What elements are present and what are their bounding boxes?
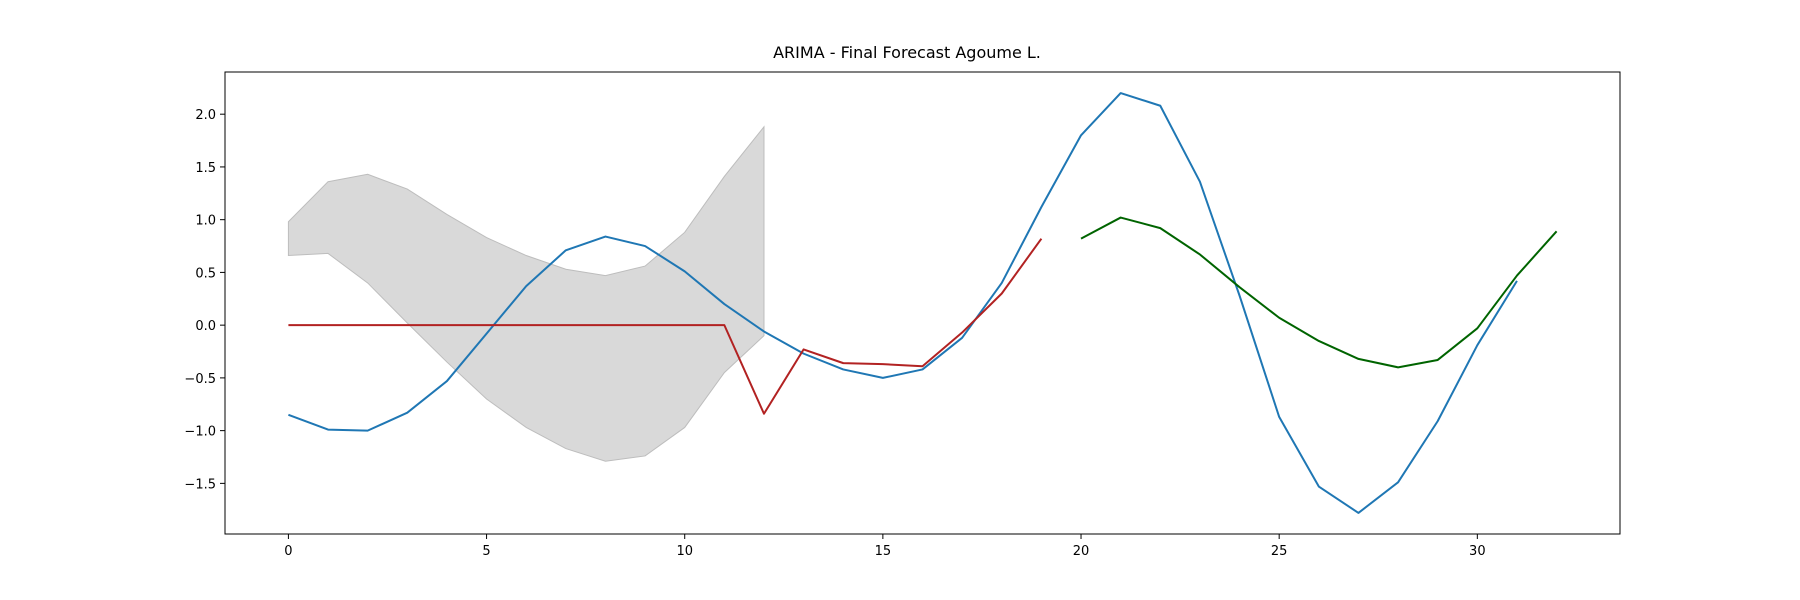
y-tick-label: −0.5 bbox=[184, 372, 216, 387]
x-tick-label: 0 bbox=[284, 544, 292, 559]
x-tick-label: 30 bbox=[1469, 544, 1486, 559]
plot-frame bbox=[224, 71, 1621, 535]
x-tick-label: 5 bbox=[482, 544, 490, 559]
y-tick-label: 0.0 bbox=[195, 319, 216, 334]
plot-area bbox=[287, 92, 1558, 514]
y-tick-label: 0.5 bbox=[195, 266, 216, 281]
y-tick-label: −1.5 bbox=[184, 477, 216, 492]
x-tick-label: 25 bbox=[1271, 544, 1288, 559]
y-tick-label: 2.0 bbox=[195, 108, 216, 123]
series-line-3 bbox=[1080, 216, 1558, 369]
x-tick-label: 10 bbox=[676, 544, 693, 559]
y-tick-label: 1.0 bbox=[195, 214, 216, 229]
axes: 0 5 10 15 20 25 30 −1.5 −1.0 −0.5 0.0 0.5 1.0 1.5 2.0 bbox=[184, 71, 1621, 559]
x-tick-label: 15 bbox=[875, 544, 892, 559]
x-tick-label: 20 bbox=[1073, 544, 1090, 559]
series-line-2 bbox=[288, 238, 1043, 415]
chart-title: ARIMA - Final Forecast Agoume L. bbox=[773, 43, 1041, 62]
y-tick-label: 1.5 bbox=[195, 161, 216, 176]
confidence-band bbox=[287, 125, 765, 462]
y-tick-label: −1.0 bbox=[184, 425, 216, 440]
